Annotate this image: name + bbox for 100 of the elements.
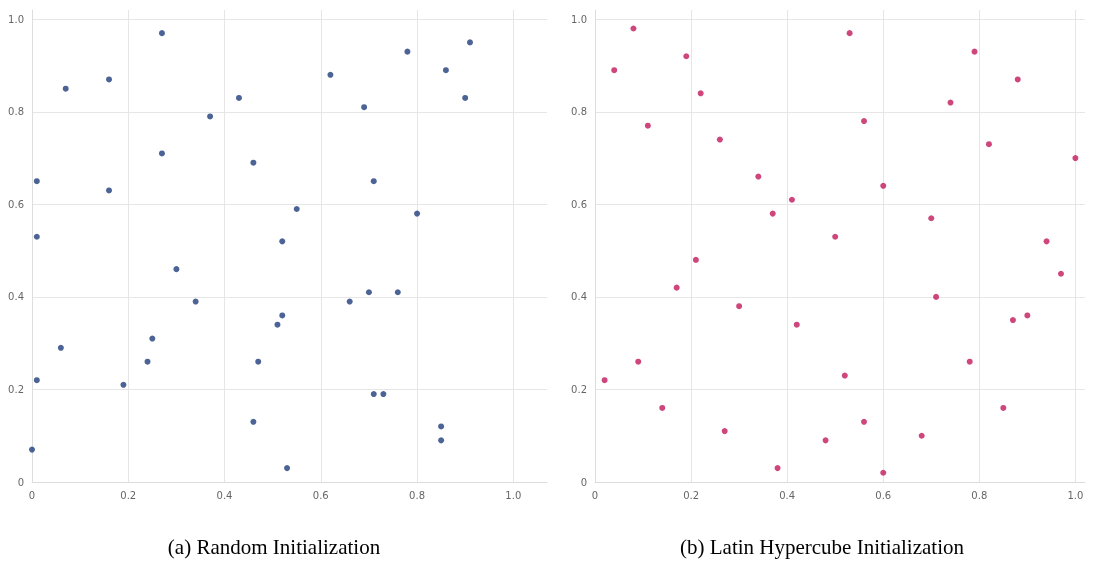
- y-tick-label: 0.8: [8, 106, 24, 118]
- point: [721, 428, 728, 435]
- point: [106, 76, 113, 83]
- point: [822, 437, 829, 444]
- point: [192, 298, 199, 305]
- y-tick-label: 0.2: [571, 383, 587, 395]
- point: [365, 289, 372, 296]
- x-tick-label: 0: [591, 489, 599, 501]
- point: [1072, 155, 1079, 162]
- point: [755, 173, 762, 180]
- y-tick-label: 0.4: [8, 291, 24, 303]
- point: [235, 94, 242, 101]
- x-tick-label: 0.6: [875, 489, 892, 501]
- point: [158, 30, 165, 37]
- y-tick-label: 0: [17, 476, 24, 488]
- point: [928, 215, 935, 222]
- x-tick-label: 0.4: [779, 489, 796, 501]
- point: [279, 238, 286, 245]
- point: [250, 418, 257, 425]
- point: [370, 178, 377, 185]
- point: [736, 303, 743, 310]
- point: [1024, 312, 1031, 319]
- point: [673, 284, 680, 291]
- point: [106, 187, 113, 194]
- point: [774, 465, 781, 472]
- point: [442, 67, 449, 74]
- point: [880, 469, 887, 476]
- point: [327, 71, 334, 78]
- point: [284, 465, 291, 472]
- point: [207, 113, 214, 120]
- point: [1014, 76, 1021, 83]
- point: [832, 233, 839, 240]
- point: [985, 141, 992, 148]
- point: [29, 446, 35, 453]
- point: [601, 377, 608, 384]
- point: [120, 381, 127, 388]
- point: [918, 432, 925, 439]
- point: [846, 30, 853, 37]
- point: [861, 118, 868, 125]
- x-tick-label: 0.8: [971, 489, 988, 501]
- point: [644, 122, 651, 129]
- point: [462, 94, 469, 101]
- point: [793, 321, 800, 328]
- point: [279, 312, 286, 319]
- point: [414, 210, 421, 217]
- point: [635, 358, 642, 365]
- point: [370, 391, 377, 398]
- y-tick-label: 0.4: [571, 291, 587, 303]
- point: [274, 321, 281, 328]
- point: [380, 391, 387, 398]
- point: [933, 293, 940, 300]
- y-tick-label: 0.6: [571, 198, 587, 210]
- point: [1009, 317, 1016, 324]
- x-tick-label: 0: [28, 489, 36, 501]
- y-tick-label: 0.2: [8, 383, 24, 395]
- point: [841, 372, 848, 379]
- x-tick-label: 0.4: [216, 489, 233, 501]
- point: [611, 67, 618, 74]
- x-tick-label: 0.6: [312, 489, 329, 501]
- point: [33, 178, 40, 185]
- point: [966, 358, 973, 365]
- point: [788, 196, 795, 203]
- point: [1000, 404, 1007, 411]
- point: [33, 377, 40, 384]
- point: [697, 90, 704, 97]
- point: [630, 25, 637, 32]
- x-tick-label: 0.2: [120, 489, 137, 501]
- y-tick-label: 0: [580, 476, 587, 488]
- point: [62, 85, 69, 92]
- point: [467, 39, 473, 46]
- y-tick-label: 1.0: [571, 13, 587, 25]
- point: [769, 210, 776, 217]
- point: [716, 136, 723, 143]
- point: [173, 266, 180, 273]
- point: [683, 53, 690, 60]
- text: (a) Random Initialization: [167, 534, 381, 559]
- y-tick-label: 0.8: [571, 106, 587, 118]
- point: [947, 99, 954, 106]
- point: [33, 233, 40, 240]
- y-tick-label: 0.6: [8, 198, 24, 210]
- x-tick-label: 1.0: [505, 489, 522, 501]
- point: [438, 437, 445, 444]
- point: [361, 104, 368, 111]
- point: [1043, 238, 1050, 245]
- x-tick-label: 0.8: [409, 489, 425, 501]
- point: [1057, 270, 1064, 277]
- point: [158, 150, 165, 157]
- y-tick-label: 1.0: [8, 13, 24, 25]
- point: [255, 358, 262, 365]
- point: [692, 256, 699, 263]
- point: [250, 159, 257, 166]
- x-tick-label: 1.0: [1067, 489, 1084, 501]
- point: [293, 205, 300, 212]
- point: [880, 182, 887, 189]
- point: [57, 344, 64, 351]
- x-tick-label: 0.2: [683, 489, 700, 501]
- point: [404, 48, 411, 55]
- point: [394, 289, 401, 296]
- point: [659, 404, 666, 411]
- text: (b) Latin Hypercube Initialization: [680, 534, 965, 559]
